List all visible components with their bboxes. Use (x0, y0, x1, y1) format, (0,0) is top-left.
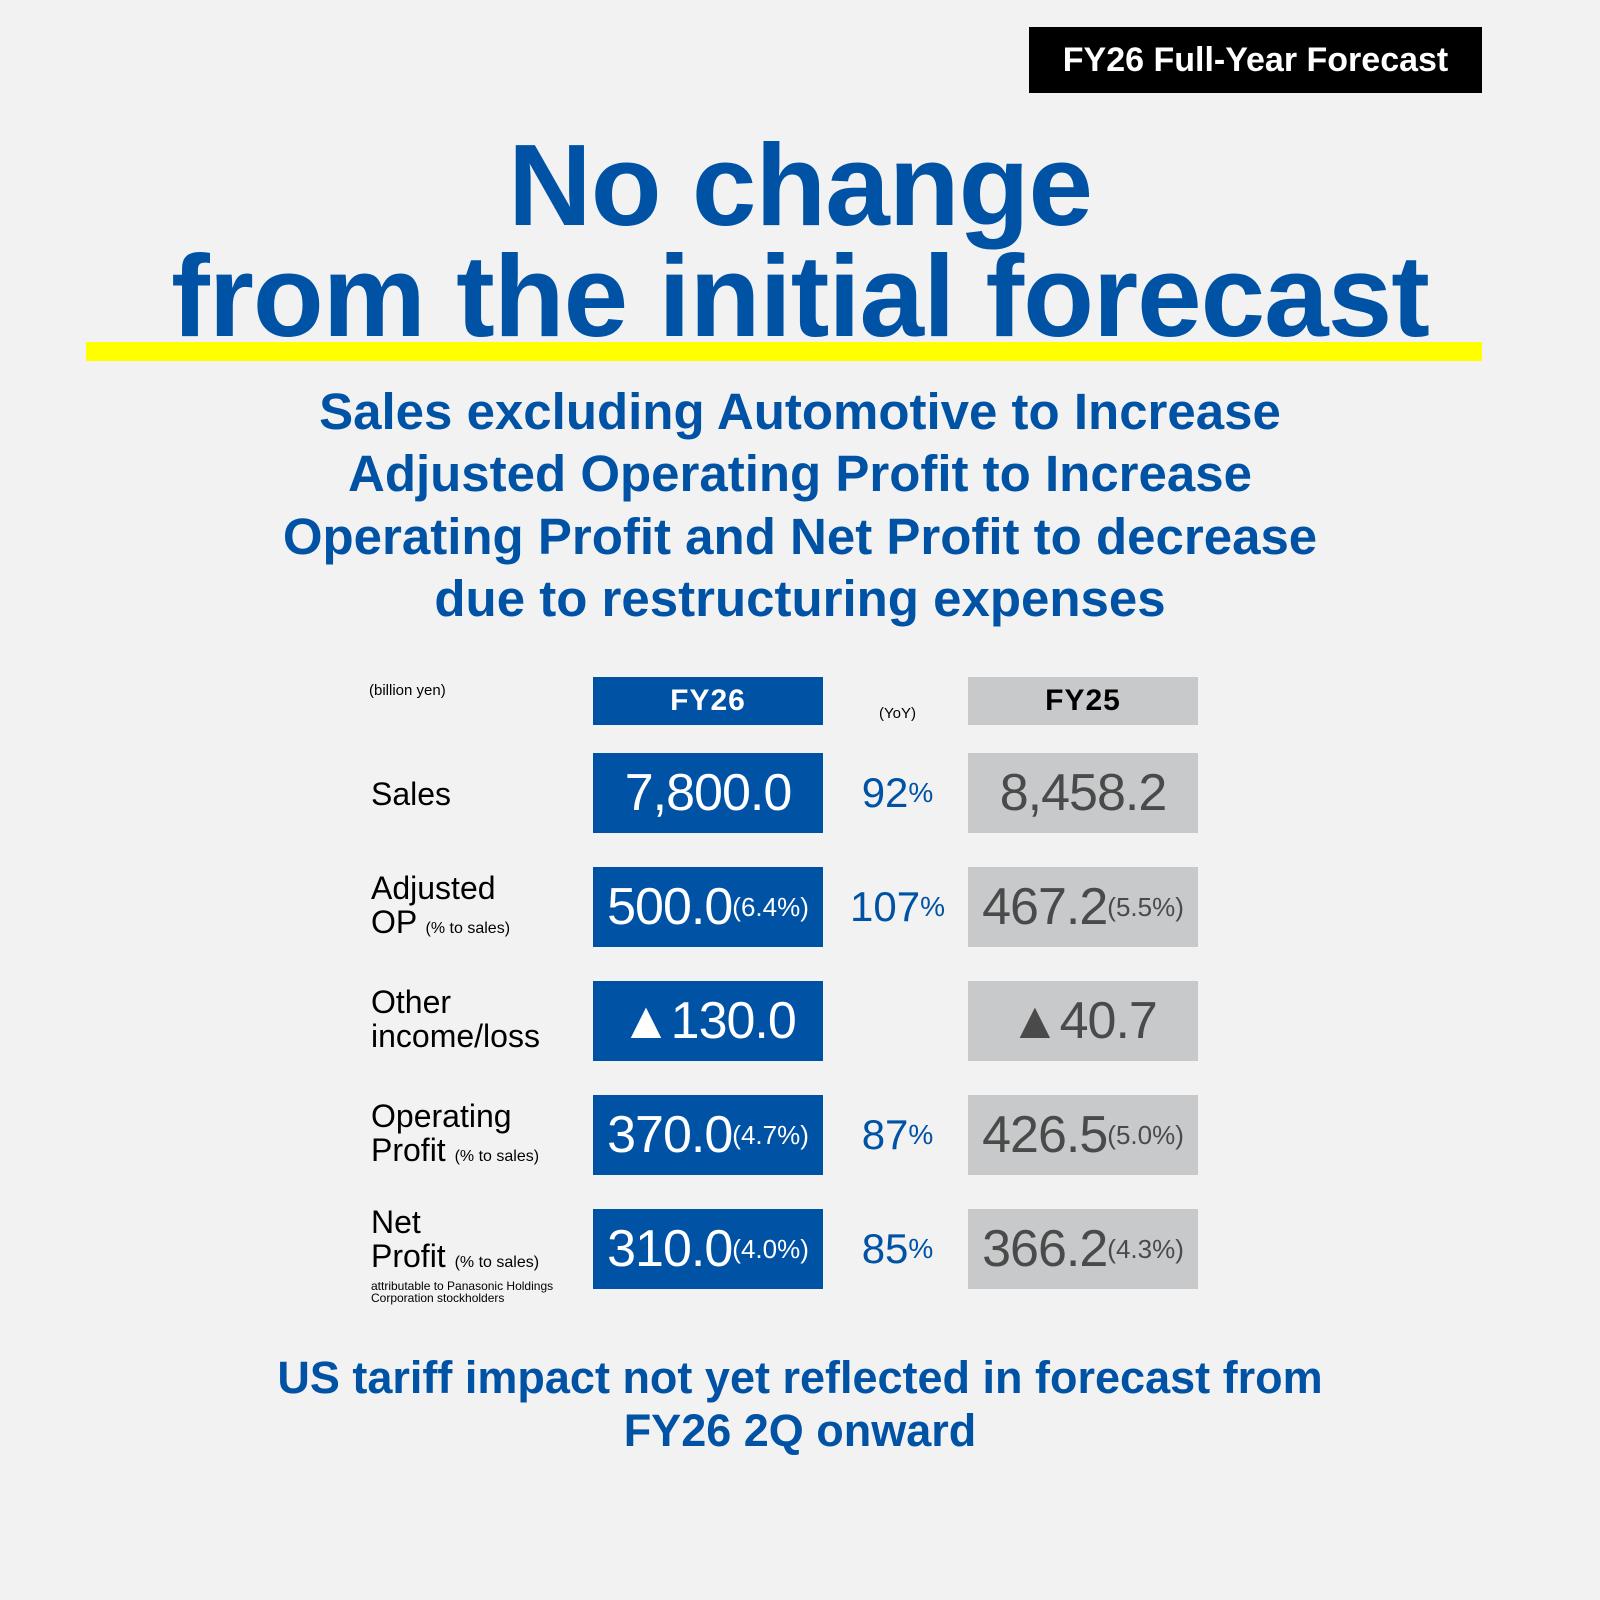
fy25-value: 366.2 (4.3%) (968, 1209, 1198, 1289)
yoy-percent-sign: % (920, 891, 945, 922)
fy26-value: 500.0 (6.4%) (593, 867, 823, 947)
row-label-sub: (% to sales) (454, 1148, 540, 1165)
fy26-value: ▲130.0 (593, 981, 823, 1061)
subheadline: Sales excluding Automotive to Increase (319, 383, 1281, 440)
fy25-number: 426.5 (982, 1106, 1108, 1164)
yoy-percent-sign: % (908, 1119, 934, 1150)
row-label-line2: income/loss (371, 1018, 540, 1054)
footer-note: FY26 2Q onward (623, 1405, 977, 1456)
row-label-line1: Adjusted (371, 870, 496, 906)
fy26-value: 7,800.0 (593, 753, 823, 833)
fy25-number: 8,458.2 (999, 764, 1167, 822)
fy25-percent: (5.5%) (1107, 891, 1184, 922)
yoy-number: 85 (861, 1225, 909, 1272)
yoy-percent-sign: % (908, 777, 934, 808)
row-label-line1: Other (371, 984, 452, 1020)
fy26-percent: (4.0%) (732, 1233, 809, 1264)
row-label-line1: Operating (371, 1098, 512, 1134)
fy25-number: 467.2 (982, 878, 1108, 936)
fy25-percent: (4.3%) (1107, 1233, 1184, 1264)
row-label-line1: Net (371, 1204, 421, 1240)
fy25-value: 426.5 (5.0%) (968, 1095, 1198, 1175)
forecast-badge: FY26 Full-Year Forecast (1029, 27, 1482, 93)
subheadline: Operating Profit and Net Profit to decre… (282, 508, 1318, 565)
subheadline: due to restructuring expenses (434, 570, 1166, 627)
yoy-value: 92% (830, 753, 965, 833)
fy25-value: ▲40.7 (968, 981, 1198, 1061)
fy26-percent: (6.4%) (732, 891, 809, 922)
fy26-number: ▲130.0 (620, 992, 797, 1050)
row-note: Corporation stockholders (371, 1291, 505, 1305)
subheadline: Adjusted Operating Profit to Increase (348, 445, 1252, 502)
fy25-number: 366.2 (982, 1220, 1108, 1278)
fy26-percent: (4.7%) (732, 1119, 809, 1150)
row-label-line2: OP (371, 904, 417, 940)
row-note: attributable to Panasonic Holdings (371, 1279, 554, 1293)
yoy-number: 87 (861, 1111, 909, 1158)
fy26-number: 500.0 (607, 878, 733, 936)
row-label-sub: (% to sales) (454, 1254, 540, 1271)
row-label: Operating Profit (% to sales) (371, 1099, 539, 1174)
row-label-text: Sales (371, 776, 452, 812)
fy25-value: 467.2 (5.5%) (968, 867, 1198, 947)
yoy-value: 87% (830, 1095, 965, 1175)
headline-line-2: from the initial forecast (171, 231, 1430, 361)
yoy-number: 107 (850, 883, 921, 930)
row-label: Net Profit (% to sales) attributable to Pa… (371, 1205, 553, 1304)
row-label: Adjusted OP (% to sales) (371, 871, 510, 946)
row-label-line2: Profit (371, 1238, 446, 1274)
fy25-value: 8,458.2 (968, 753, 1198, 833)
fy26-value: 370.0 (4.7%) (593, 1095, 823, 1175)
row-label: Sales (371, 777, 451, 811)
header-fy26: FY26 (593, 677, 823, 725)
fy26-value: 310.0 (4.0%) (593, 1209, 823, 1289)
fy25-percent: (5.0%) (1107, 1119, 1184, 1150)
yoy-number: 92 (861, 769, 909, 816)
yoy-value: 85% (830, 1209, 965, 1289)
fy26-number: 370.0 (607, 1106, 733, 1164)
row-label-line2: Profit (371, 1132, 446, 1168)
fy25-number: ▲40.7 (1009, 992, 1158, 1050)
yoy-percent-sign: % (908, 1233, 934, 1264)
yoy-value: 107% (830, 867, 965, 947)
fy26-number: 7,800.0 (624, 764, 792, 822)
unit-label: (billion yen) (369, 682, 446, 699)
fy26-number: 310.0 (607, 1220, 733, 1278)
header-fy25: FY25 (968, 677, 1198, 725)
header-yoy: (YoY) (879, 705, 916, 722)
row-label: Other income/loss (371, 985, 540, 1060)
highlight-bar (86, 342, 1482, 361)
footer-note: US tariff impact not yet reflected in fo… (277, 1352, 1323, 1403)
row-label-sub: (% to sales) (425, 920, 511, 937)
headline-line-1: No change (508, 120, 1093, 250)
